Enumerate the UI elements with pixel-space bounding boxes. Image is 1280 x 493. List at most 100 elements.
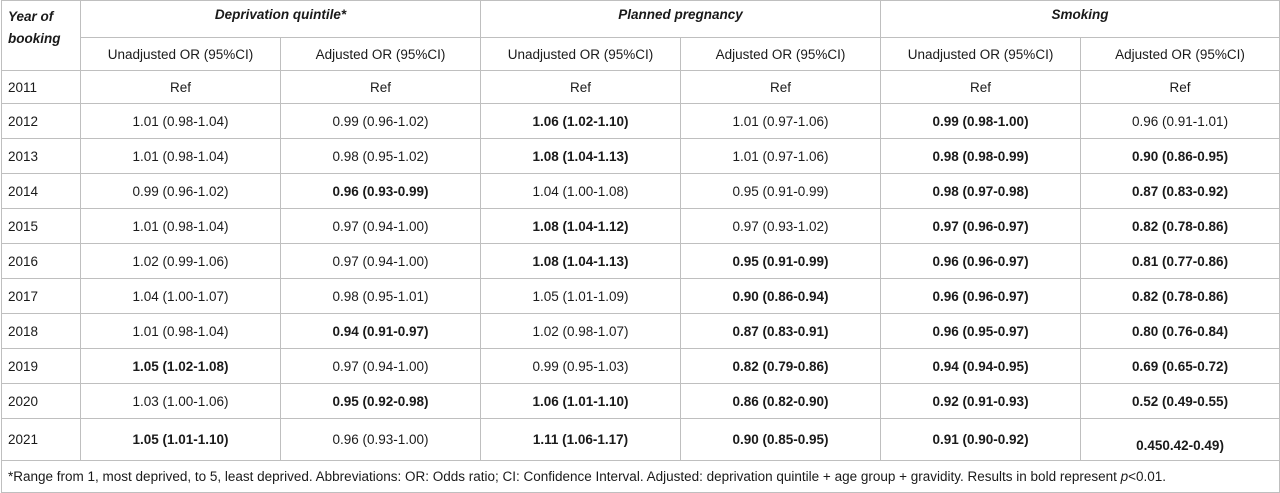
table-row: 2014 0.99 (0.96-1.02) 0.96 (0.93-0.99) 1.04… [1,173,1280,209]
or-cell: 1.04 (1.00-1.07) [80,278,281,314]
year-cell: 2014 [1,173,81,209]
or-cell: 1.01 (0.98-1.04) [80,138,281,174]
or-cell: 1.08 (1.04-1.13) [480,243,682,279]
or-cell: 0.96 (0.95-0.97) [880,313,1082,349]
year-cell: 2018 [1,313,81,349]
or-cell: 1.08 (1.04-1.13) [480,138,682,174]
table-row: 2012 1.01 (0.98-1.04) 0.99 (0.96-1.02) 1.06… [1,103,1280,139]
year-cell: 2017 [1,278,81,314]
year-cell: 2015 [1,208,81,244]
or-cell: 0.91 (0.90-0.92) [880,418,1082,461]
or-cell: 0.96 (0.96-0.97) [880,278,1082,314]
or-cell: Ref [279,70,482,104]
table-row: 2016 1.02 (0.99-1.06) 0.97 (0.94-1.00) 1.08… [1,243,1280,279]
or-cell: 0.97 (0.94-1.00) [279,243,482,279]
or-cell: 0.99 (0.96-1.02) [279,103,482,139]
or-cell: 0.81 (0.77-0.86) [1080,243,1280,279]
group-header-smoking: Smoking [880,0,1280,38]
or-cell: 1.02 (0.98-1.07) [480,313,682,349]
or-cell: 0.82 (0.79-0.86) [680,348,882,384]
table-row: 2013 1.01 (0.98-1.04) 0.98 (0.95-1.02) 1.08… [1,138,1280,174]
or-cell: 1.02 (0.99-1.06) [80,243,281,279]
or-cell: 0.98 (0.95-1.02) [279,138,482,174]
or-cell: 0.96 (0.96-0.97) [880,243,1082,279]
or-cell: 1.01 (0.97-1.06) [680,138,882,174]
or-cell: 0.98 (0.95-1.01) [279,278,482,314]
or-cell: 0.94 (0.91-0.97) [279,313,482,349]
or-cell: Ref [1080,70,1280,104]
table-row: 2017 1.04 (1.00-1.07) 0.98 (0.95-1.01) 1.05… [1,278,1280,314]
or-cell: 0.96 (0.91-1.01) [1080,103,1280,139]
or-cell: 0.90 (0.85-0.95) [680,418,882,461]
footnote-p-suffix: <0.01. [1128,469,1167,484]
or-cell: 0.99 (0.95-1.03) [480,348,682,384]
or-cell: 0.98 (0.98-0.99) [880,138,1082,174]
or-cell: Ref [80,70,281,104]
or-cell: 0.82 (0.78-0.86) [1080,208,1280,244]
table-row: 2011 Ref Ref Ref Ref Ref Ref [1,70,1280,104]
or-cell: 1.06 (1.01-1.10) [480,383,682,419]
or-cell: 1.05 (1.01-1.10) [80,418,281,461]
or-cell: 0.80 (0.76-0.84) [1080,313,1280,349]
or-cell: 0.90 (0.86-0.94) [680,278,882,314]
or-cell: 0.94 (0.94-0.95) [880,348,1082,384]
or-cell: 0.97 (0.93-1.02) [680,208,882,244]
group-header-deprivation: Deprivation quintile* [79,0,482,38]
table-row: 2015 1.01 (0.98-1.04) 0.97 (0.94-1.00) 1.08… [1,208,1280,244]
or-cell: 1.05 (1.01-1.09) [480,278,682,314]
year-cell: 2020 [1,383,81,419]
subcol-header: Unadjusted OR (95%CI) [480,37,682,71]
or-cell: 1.04 (1.00-1.08) [480,173,682,209]
or-cell: 0.87 (0.83-0.91) [680,313,882,349]
or-cell: 0.99 (0.96-1.02) [80,173,281,209]
year-cell: 2012 [1,103,81,139]
or-cell: Ref [880,70,1082,104]
subcol-header: Adjusted OR (95%CI) [680,37,882,71]
table-footnote: *Range from 1, most deprived, to 5, leas… [0,460,1280,493]
or-cell: 0.96 (0.93-0.99) [279,173,482,209]
or-cell: 0.96 (0.93-1.00) [279,418,482,461]
year-of-booking-header: Year of booking [1,0,81,71]
or-cell: 1.08 (1.04-1.12) [480,208,682,244]
or-cell: 0.450.42-0.49) [1080,418,1280,461]
year-cell: 2013 [1,138,81,174]
or-cell: 0.97 (0.96-0.97) [880,208,1082,244]
or-cell: 0.92 (0.91-0.93) [880,383,1082,419]
or-cell: 1.05 (1.02-1.08) [80,348,281,384]
subcol-header: Unadjusted OR (95%CI) [80,37,281,71]
subcol-header: Unadjusted OR (95%CI) [880,37,1082,71]
or-cell: 1.06 (1.02-1.10) [480,103,682,139]
footnote-p-symbol: p [1120,469,1129,484]
or-cell: 0.95 (0.91-0.99) [680,243,882,279]
or-cell: 0.69 (0.65-0.72) [1080,348,1280,384]
or-cell: 0.95 (0.91-0.99) [680,173,882,209]
or-cell: 0.97 (0.94-1.00) [279,348,482,384]
or-cell: 0.97 (0.94-1.00) [279,208,482,244]
or-cell: Ref [480,70,682,104]
table-row: 2021 1.05 (1.01-1.10) 0.96 (0.93-1.00) 1.11… [1,418,1280,461]
or-cell: 1.01 (0.98-1.04) [80,103,281,139]
subcol-header: Adjusted OR (95%CI) [279,37,482,71]
year-cell: 2011 [1,70,81,104]
or-cell: 1.01 (0.98-1.04) [80,313,281,349]
or-cell: 0.82 (0.78-0.86) [1080,278,1280,314]
group-header-planned-pregnancy: Planned pregnancy [480,0,882,38]
subcol-header: Adjusted OR (95%CI) [1080,37,1280,71]
or-cell: 1.11 (1.06-1.17) [480,418,682,461]
table-row: 2019 1.05 (1.02-1.08) 0.97 (0.94-1.00) 0.99… [1,348,1280,384]
or-cell: 0.87 (0.83-0.92) [1080,173,1280,209]
footnote-text: *Range from 1, most deprived, to 5, leas… [8,469,1121,484]
or-cell: Ref [680,70,882,104]
year-cell: 2019 [1,348,81,384]
or-cell: 0.98 (0.97-0.98) [880,173,1082,209]
or-cell: 0.86 (0.82-0.90) [680,383,882,419]
year-cell: 2021 [1,418,81,461]
or-cell: 1.01 (0.97-1.06) [680,103,882,139]
or-cell: 1.03 (1.00-1.06) [80,383,281,419]
table-row: 2018 1.01 (0.98-1.04) 0.94 (0.91-0.97) 1.02… [1,313,1280,349]
or-cell: 0.52 (0.49-0.55) [1080,383,1280,419]
table-row: 2020 1.03 (1.00-1.06) 0.95 (0.92-0.98) 1.06… [1,383,1280,419]
or-cell: 1.01 (0.98-1.04) [80,208,281,244]
or-cell: 0.95 (0.92-0.98) [279,383,482,419]
